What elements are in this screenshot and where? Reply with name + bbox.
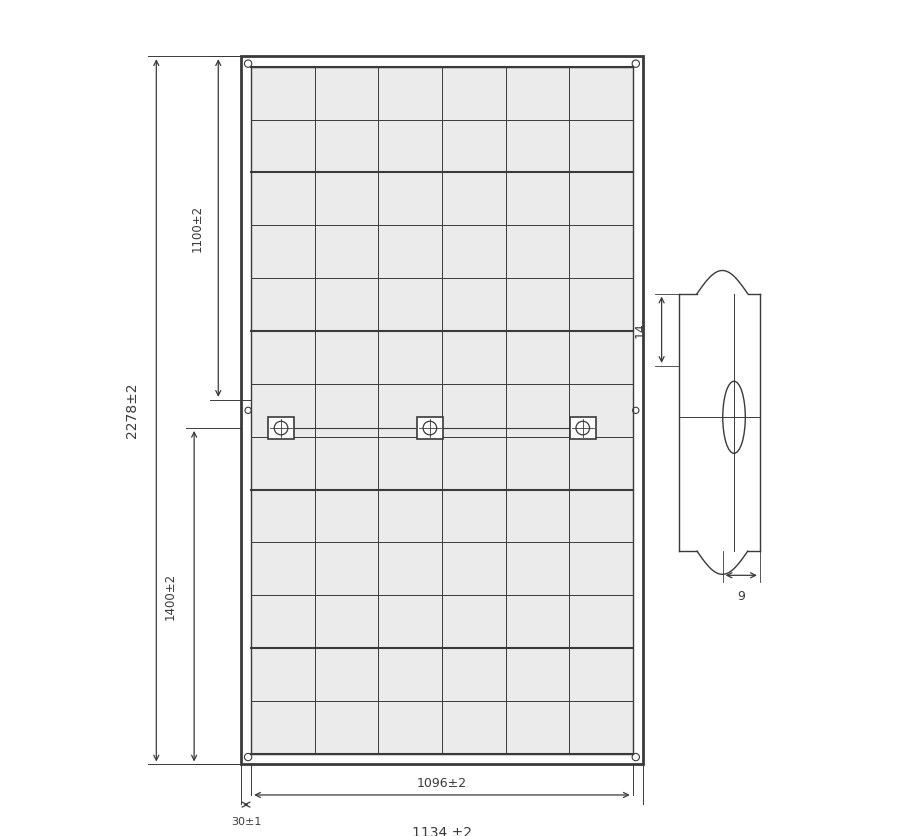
Bar — [378, 701, 442, 754]
Bar — [569, 648, 633, 701]
Bar — [506, 226, 569, 278]
Bar — [315, 436, 378, 490]
Bar — [442, 701, 506, 754]
Bar — [569, 701, 633, 754]
Bar — [506, 67, 569, 120]
Bar — [251, 436, 315, 490]
Bar — [569, 226, 633, 278]
Bar — [506, 543, 569, 595]
Bar — [315, 226, 378, 278]
Bar — [315, 543, 378, 595]
Bar — [506, 120, 569, 172]
Bar — [315, 490, 378, 543]
Bar — [442, 226, 506, 278]
Text: 9: 9 — [737, 589, 745, 603]
Bar — [417, 417, 443, 439]
Bar — [315, 595, 378, 648]
Bar — [442, 384, 506, 436]
Bar — [251, 490, 315, 543]
Bar — [442, 120, 506, 172]
Bar — [569, 384, 633, 436]
Bar — [506, 701, 569, 754]
Bar — [569, 543, 633, 595]
Bar — [268, 417, 294, 439]
Bar — [378, 278, 442, 331]
Bar — [251, 226, 315, 278]
Bar — [315, 120, 378, 172]
Bar — [506, 172, 569, 226]
Text: 30±1: 30±1 — [230, 818, 261, 828]
Bar — [378, 595, 442, 648]
Bar — [315, 384, 378, 436]
Bar — [378, 490, 442, 543]
Bar — [251, 384, 315, 436]
Bar — [442, 67, 506, 120]
Bar — [378, 120, 442, 172]
Bar — [442, 172, 506, 226]
Bar — [251, 543, 315, 595]
Bar — [315, 331, 378, 384]
Bar — [251, 172, 315, 226]
Bar — [442, 595, 506, 648]
Bar — [378, 384, 442, 436]
Bar — [378, 331, 442, 384]
Bar — [315, 172, 378, 226]
Bar — [506, 331, 569, 384]
Bar — [506, 648, 569, 701]
Bar — [506, 278, 569, 331]
Text: 1400±2: 1400±2 — [164, 573, 176, 619]
Bar — [251, 278, 315, 331]
Text: 1096±2: 1096±2 — [417, 777, 467, 790]
Bar — [506, 436, 569, 490]
Bar — [315, 648, 378, 701]
Bar — [251, 701, 315, 754]
Bar — [378, 436, 442, 490]
Text: 1134 ±2: 1134 ±2 — [412, 826, 472, 836]
Text: 14: 14 — [634, 322, 647, 338]
Bar — [506, 384, 569, 436]
Bar — [315, 701, 378, 754]
Bar — [251, 67, 315, 120]
Bar — [569, 120, 633, 172]
Bar — [315, 67, 378, 120]
Bar — [569, 331, 633, 384]
Bar — [569, 595, 633, 648]
Bar — [569, 172, 633, 226]
Bar — [251, 331, 315, 384]
Bar — [442, 436, 506, 490]
Bar — [378, 648, 442, 701]
Bar — [569, 67, 633, 120]
Bar — [506, 595, 569, 648]
Bar — [442, 278, 506, 331]
Bar — [378, 172, 442, 226]
Bar — [315, 278, 378, 331]
Bar — [442, 331, 506, 384]
Text: 2278±2: 2278±2 — [124, 383, 139, 438]
Bar — [251, 120, 315, 172]
Bar — [442, 543, 506, 595]
Bar — [569, 490, 633, 543]
Bar — [378, 226, 442, 278]
Bar — [251, 595, 315, 648]
Bar — [570, 417, 596, 439]
Bar — [442, 490, 506, 543]
Bar — [378, 543, 442, 595]
Bar — [251, 648, 315, 701]
Bar — [569, 436, 633, 490]
Bar — [378, 67, 442, 120]
Bar — [442, 648, 506, 701]
Text: 1100±2: 1100±2 — [191, 205, 203, 252]
Bar — [506, 490, 569, 543]
Bar — [569, 278, 633, 331]
